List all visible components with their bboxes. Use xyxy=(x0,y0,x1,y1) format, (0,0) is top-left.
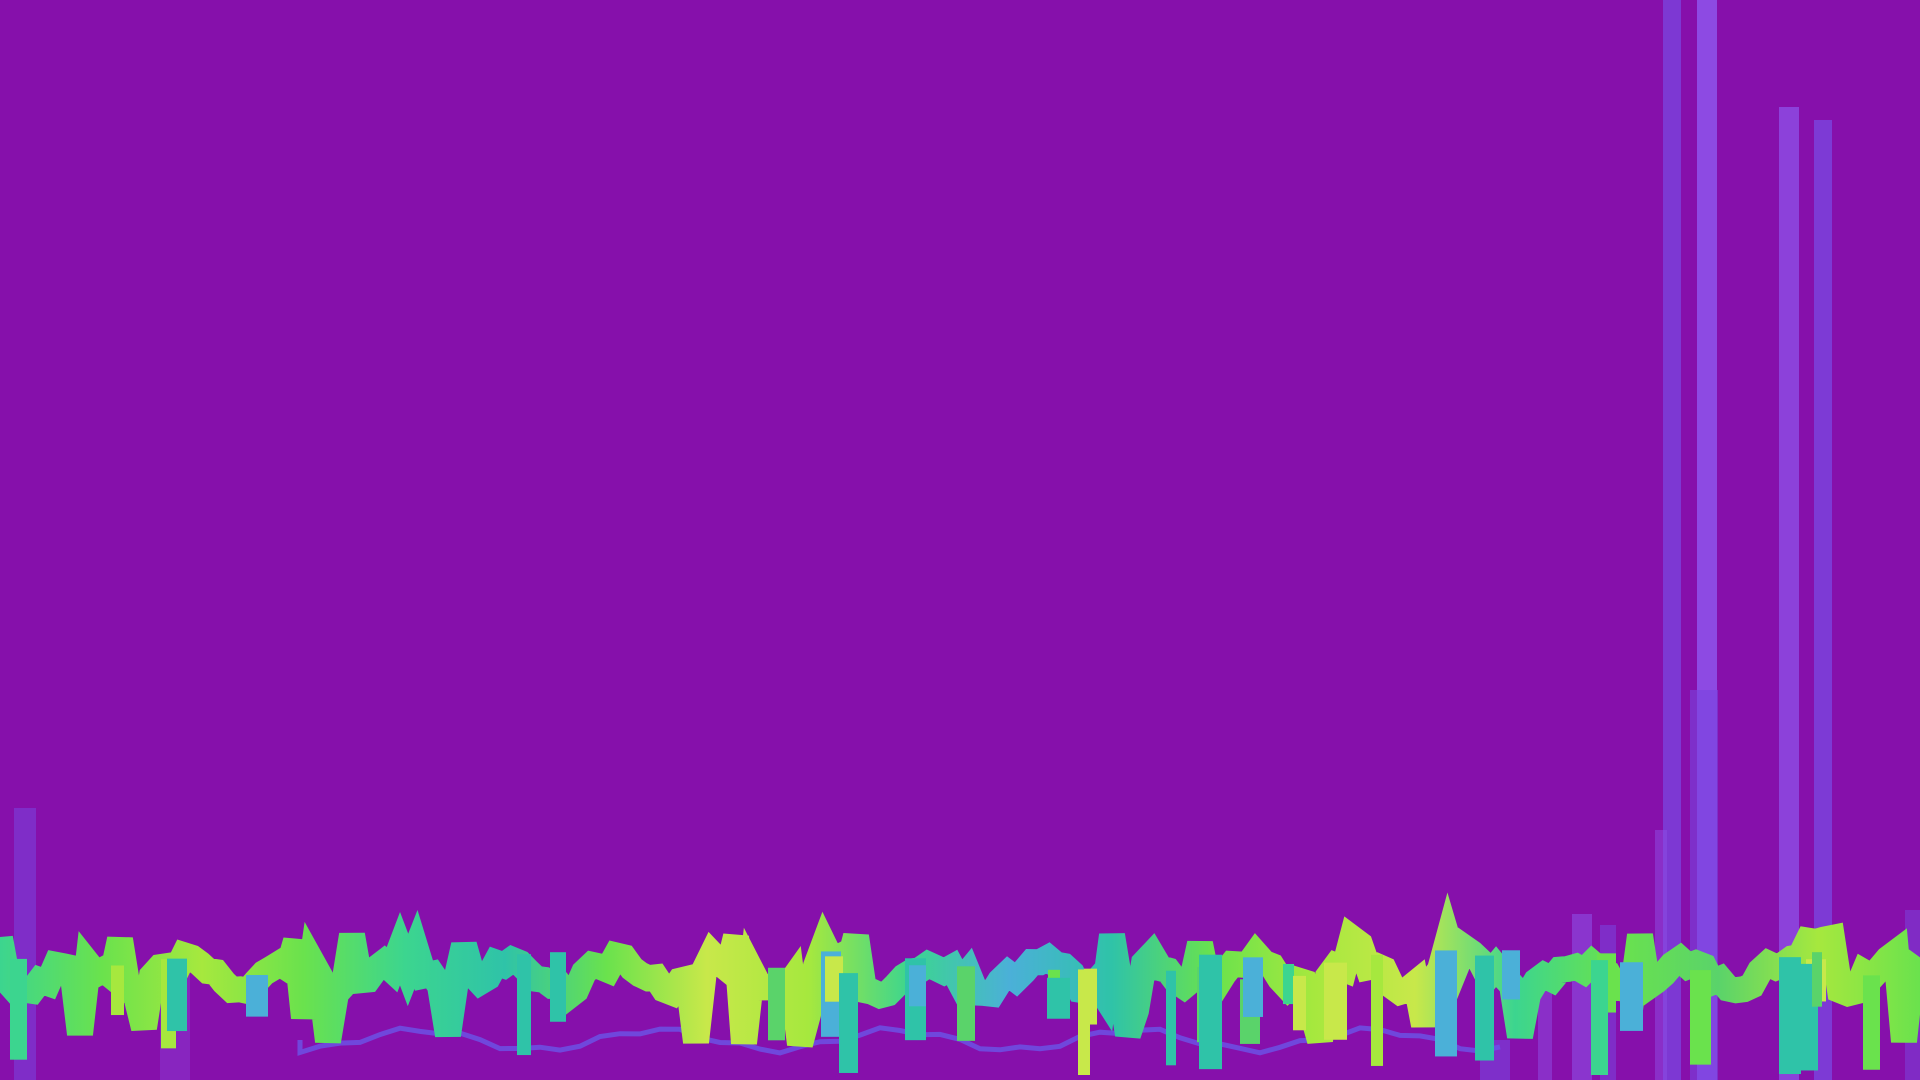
spectrum-bar xyxy=(1538,990,1552,1080)
waveform-drip xyxy=(1047,977,1070,1019)
waveform-drip xyxy=(768,967,785,1041)
waveform-drip xyxy=(517,954,531,1056)
waveform-drip xyxy=(1591,960,1608,1075)
waveform-drip xyxy=(1243,957,1263,1017)
waveform-drip xyxy=(825,956,843,1002)
waveform-drip xyxy=(909,965,926,1007)
waveform-drip xyxy=(1078,969,1090,1075)
spectrum-bar xyxy=(1655,830,1667,1080)
waveform-drip xyxy=(111,965,124,1016)
waveform-drip xyxy=(1371,954,1383,1066)
waveform-drip xyxy=(246,974,268,1017)
waveform-drip xyxy=(1502,950,1520,1000)
waveform-drip xyxy=(1199,954,1222,1070)
undertrace-layer xyxy=(297,1025,1501,1056)
waveform-drip xyxy=(1283,963,1294,1005)
waveform-drip xyxy=(1324,962,1347,1040)
waveform-drip xyxy=(550,952,566,1022)
spectrum-bar xyxy=(1779,107,1799,1080)
spectrum-bar xyxy=(1572,914,1592,1080)
undertrace-line xyxy=(297,1025,1501,1056)
waveform-drip xyxy=(1812,952,1822,1007)
waveform-drip xyxy=(1475,955,1494,1061)
spectrum-bar xyxy=(1814,120,1832,1080)
waveform-drip xyxy=(167,958,187,1032)
waveform-drip xyxy=(957,966,975,1041)
waveform-drip xyxy=(1166,970,1176,1066)
waveform-drip xyxy=(839,973,858,1073)
waveform-drip xyxy=(1435,950,1457,1057)
waveform-drip xyxy=(1690,970,1711,1065)
waveform-drip xyxy=(1779,957,1801,1075)
spectrum-bar xyxy=(1663,0,1681,1080)
waveform-drip xyxy=(10,958,27,1060)
waveform-drip xyxy=(1863,975,1880,1070)
spectrum-bars xyxy=(14,0,1920,1080)
waveform-layer xyxy=(0,892,1920,1075)
waveform-drip xyxy=(1620,962,1643,1031)
waveform-drip xyxy=(1293,975,1306,1031)
